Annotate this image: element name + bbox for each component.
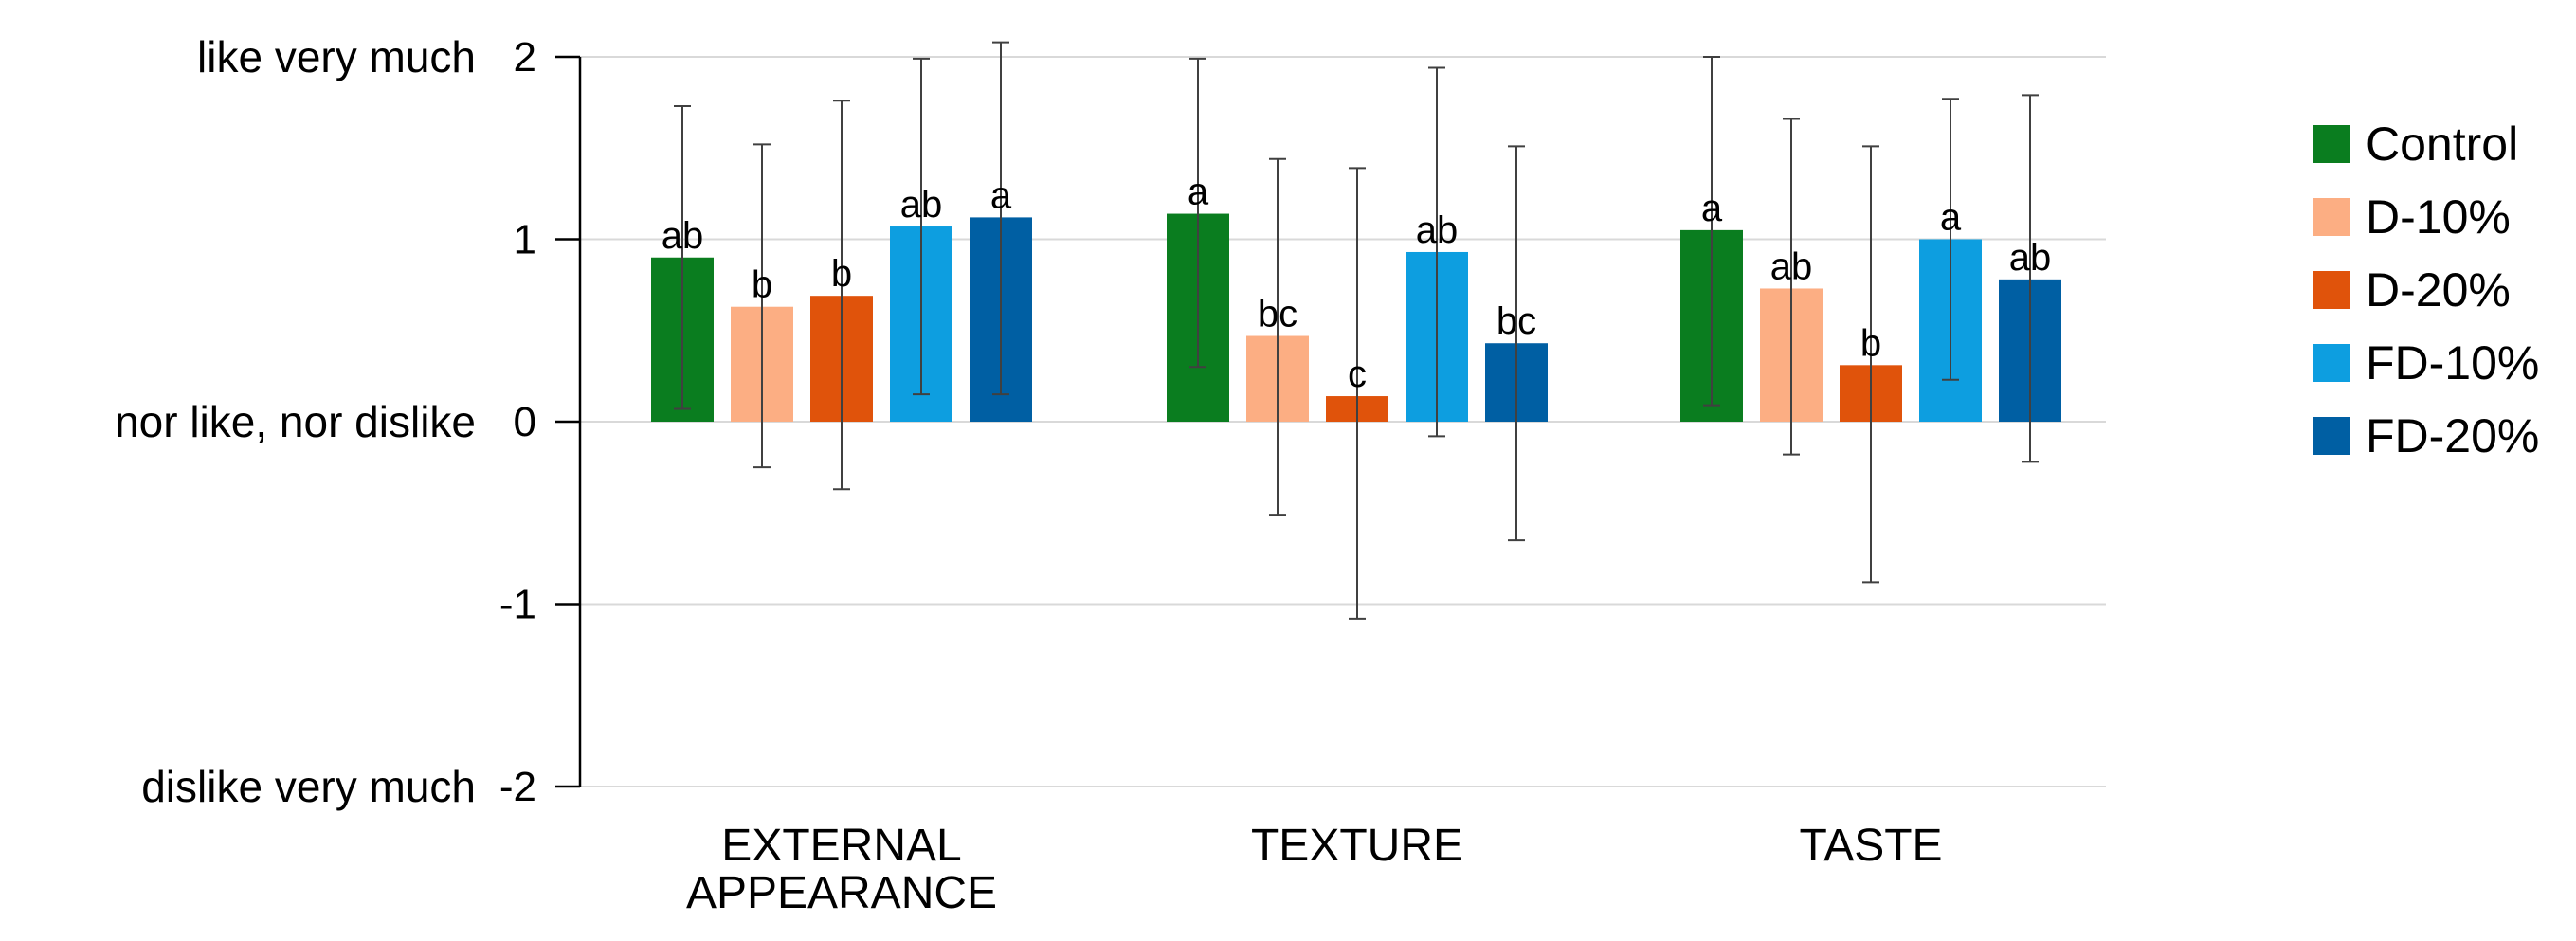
- significance-label: b: [1860, 322, 1881, 364]
- legend-swatch: [2313, 271, 2350, 309]
- category-label: TEXTURE: [1251, 821, 1463, 871]
- significance-label: c: [1348, 353, 1367, 395]
- scale-label: like very much: [197, 32, 476, 81]
- y-tick-label: -1: [499, 582, 536, 628]
- legend-label: D-10%: [2366, 190, 2511, 244]
- y-tick-label: 0: [514, 399, 536, 445]
- significance-label: b: [831, 253, 852, 295]
- significance-label: ab: [2009, 237, 2052, 279]
- category-label: APPEARANCE: [686, 868, 997, 918]
- y-tick-label: 1: [514, 217, 536, 263]
- category-label: TASTE: [1799, 821, 1942, 871]
- y-tick-label: -2: [499, 764, 536, 810]
- significance-label: ab: [900, 184, 943, 226]
- significance-label: a: [1188, 172, 1209, 213]
- legend-swatch: [2313, 125, 2350, 163]
- significance-label: bc: [1497, 300, 1536, 342]
- legend-swatch: [2313, 344, 2350, 382]
- legend-swatch: [2313, 417, 2350, 455]
- legend-swatch: [2313, 198, 2350, 236]
- significance-label: a: [1940, 197, 1962, 239]
- significance-label: ab: [662, 215, 704, 257]
- scale-label: nor like, nor dislike: [115, 397, 476, 446]
- legend-label: Control: [2366, 118, 2518, 171]
- significance-label: a: [1701, 188, 1723, 229]
- significance-label: bc: [1258, 294, 1297, 335]
- significance-label: ab: [1416, 209, 1459, 251]
- legend-label: FD-10%: [2366, 336, 2539, 389]
- category-label: EXTERNAL: [721, 821, 961, 871]
- legend-label: D-20%: [2366, 263, 2511, 317]
- significance-label: a: [990, 174, 1012, 216]
- significance-label: b: [752, 264, 772, 306]
- scale-label: dislike very much: [141, 762, 476, 811]
- y-tick-label: 2: [514, 34, 536, 81]
- legend-label: FD-20%: [2366, 409, 2539, 462]
- significance-label: ab: [1770, 245, 1813, 287]
